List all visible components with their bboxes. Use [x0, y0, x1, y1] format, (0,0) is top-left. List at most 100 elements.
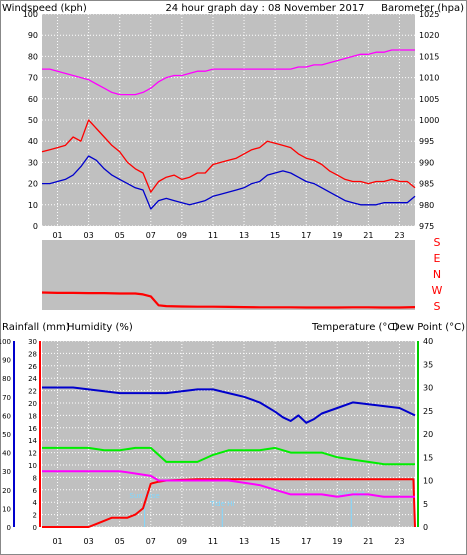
wind-direction-label: W [432, 284, 443, 297]
rainfall-tick: 4 [33, 499, 38, 507]
hour-tick: 23 [394, 231, 404, 240]
windspeed-tick: 20 [28, 180, 38, 189]
hour-tick: 17 [301, 537, 311, 546]
humidity-tick-labels: 0 10 20 30 40 50 60 70 80 90 100 [0, 338, 11, 532]
humidity-tick: 90 [2, 357, 11, 365]
temperature-tick-labels: 0 5 10 15 20 25 30 35 40 [423, 337, 433, 532]
temperature-tick: 10 [423, 477, 433, 486]
barometer-tick: 990 [419, 158, 434, 167]
barometer-tick: 1015 [419, 52, 439, 61]
hour-tick: 09 [177, 231, 187, 240]
barometer-tick: 1020 [419, 31, 439, 40]
hour-tick: 21 [363, 537, 373, 546]
wind-direction-label: S [434, 236, 441, 249]
barometer-tick: 995 [419, 137, 434, 146]
windspeed-tick: 100 [23, 10, 38, 19]
humidity-tick: 50 [2, 431, 11, 439]
windspeed-tick: 0 [33, 222, 38, 231]
annotation-label: Sun Rise [129, 492, 159, 500]
windspeed-tick: 10 [28, 201, 38, 210]
wind-direction-plot-area [42, 240, 415, 310]
humidity-tick: 30 [2, 468, 11, 476]
barometer-tick: 1025 [419, 10, 439, 19]
humidity-tick: 100 [0, 338, 11, 346]
hour-tick: 01 [52, 537, 62, 546]
rainfall-tick: 24 [28, 375, 37, 383]
wind-line [41, 119, 416, 193]
rainfall-tick: 28 [28, 350, 37, 358]
hour-tick: 15 [270, 231, 280, 240]
windspeed-tick: 70 [28, 74, 38, 83]
hour-tick: 19 [332, 231, 342, 240]
temperature-tick: 5 [423, 500, 428, 509]
humidity-tick: 80 [2, 375, 11, 383]
hour-tick: 09 [177, 537, 187, 546]
windspeed-tick: 60 [28, 95, 38, 104]
wind-direction-label: N [433, 268, 441, 281]
windspeed-axis-label: Windspeed (kph) [2, 3, 87, 14]
rain-humidity-temp-series [42, 386, 416, 528]
dewpoint-line [42, 470, 415, 498]
hour-tick: 11 [208, 231, 218, 240]
hour-tick: 07 [146, 537, 156, 546]
hour-tick: 13 [239, 231, 249, 240]
humidity-tick: 0 [7, 524, 11, 532]
barometer-tick: 975 [419, 222, 434, 231]
rainfall-tick: 16 [28, 425, 37, 433]
windspeed-tick: 40 [28, 137, 38, 146]
hour-tick: 03 [84, 537, 94, 546]
wind-barometer-grid [42, 13, 415, 227]
hour-tick: 17 [301, 231, 311, 240]
rainfall-tick: 0 [33, 524, 37, 532]
windspeed-tick: 90 [28, 31, 38, 40]
rain-humidity-temp-grid [42, 340, 415, 528]
rainfall-tick: 2 [33, 512, 37, 520]
rain-humidity-temp-plot-area [42, 341, 415, 527]
barometer-axis-label: Barometer (hpa) [381, 3, 464, 14]
wind-direction-label: S [434, 300, 441, 313]
barometer-tick: 1005 [419, 95, 439, 104]
temperature-tick: 30 [423, 384, 433, 393]
temperature-axis-bar [417, 341, 419, 527]
bottom-hour-tick-labels: 01 03 05 07 09 11 13 15 17 19 21 23 [52, 537, 404, 546]
hour-tick: 13 [239, 537, 249, 546]
rainfall-tick: 12 [28, 450, 37, 458]
wind-direction-line [41, 291, 416, 309]
hour-tick: 05 [115, 231, 125, 240]
windspeed-tick-labels: 0 10 20 30 40 50 60 70 80 90 100 [23, 10, 38, 231]
temperature-line [42, 446, 415, 466]
hour-tick: 19 [332, 537, 342, 546]
rainfall-tick: 26 [28, 363, 37, 371]
barometer-tick: 1000 [419, 116, 439, 125]
hour-tick: 07 [146, 231, 156, 240]
windspeed-tick: 50 [28, 116, 38, 125]
windspeed-tick: 30 [28, 158, 38, 167]
barometer-tick-labels: 975 980 985 990 995 1000 1005 1010 1015 1020 1025 [419, 10, 439, 231]
humidity-line [42, 386, 416, 424]
barometer-tick: 1010 [419, 74, 439, 83]
barometer-tick: 980 [419, 201, 434, 210]
humidity-tick: 20 [2, 487, 11, 495]
chart-title: 24 hour graph day : 08 November 2017 [165, 3, 364, 14]
rainfall-axis-bar [39, 341, 41, 527]
hour-tick: 21 [363, 231, 373, 240]
rainfall-tick: 18 [28, 412, 37, 420]
humidity-tick: 60 [2, 412, 11, 420]
wind-hour-tick-labels: 01 03 05 07 09 11 13 15 17 19 21 23 [52, 231, 404, 240]
rainfall-axis-label: Rainfall (mm) [2, 322, 70, 333]
windspeed-tick: 80 [28, 52, 38, 61]
temperature-tick: 20 [423, 430, 433, 439]
temperature-tick: 15 [423, 453, 433, 462]
temperature-tick: 0 [423, 523, 428, 532]
humidity-tick: 70 [2, 394, 11, 402]
rainfall-tick: 8 [33, 474, 37, 482]
hour-tick: 03 [84, 231, 94, 240]
hour-tick: 11 [208, 537, 218, 546]
wind-direction-series [41, 291, 416, 309]
hour-tick: 15 [270, 537, 280, 546]
rainfall-tick: 14 [28, 437, 37, 445]
temperature-tick: 25 [423, 407, 433, 416]
rainfall-tick: 10 [28, 462, 37, 470]
rainfall-tick: 20 [28, 400, 37, 408]
